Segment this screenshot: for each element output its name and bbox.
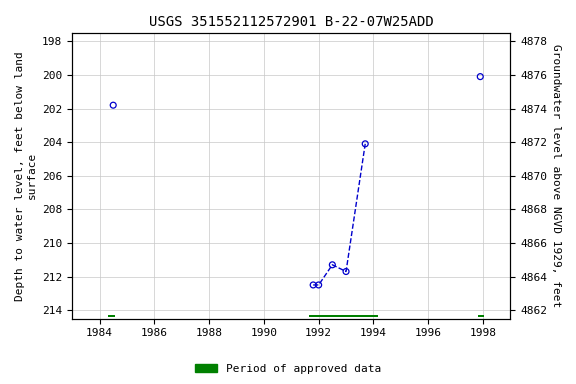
Point bbox=[314, 282, 323, 288]
Y-axis label: Depth to water level, feet below land
surface: Depth to water level, feet below land su… bbox=[15, 51, 37, 301]
Point bbox=[361, 141, 370, 147]
Point bbox=[109, 102, 118, 108]
Point bbox=[476, 74, 485, 80]
Legend: Period of approved data: Period of approved data bbox=[191, 359, 385, 379]
Title: USGS 351552112572901 B-22-07W25ADD: USGS 351552112572901 B-22-07W25ADD bbox=[149, 15, 434, 29]
Y-axis label: Groundwater level above NGVD 1929, feet: Groundwater level above NGVD 1929, feet bbox=[551, 44, 561, 307]
Bar bbox=[108, 315, 115, 317]
Bar bbox=[309, 315, 377, 317]
Bar bbox=[478, 315, 484, 317]
Point bbox=[328, 262, 337, 268]
Point bbox=[309, 282, 318, 288]
Point bbox=[342, 268, 351, 275]
